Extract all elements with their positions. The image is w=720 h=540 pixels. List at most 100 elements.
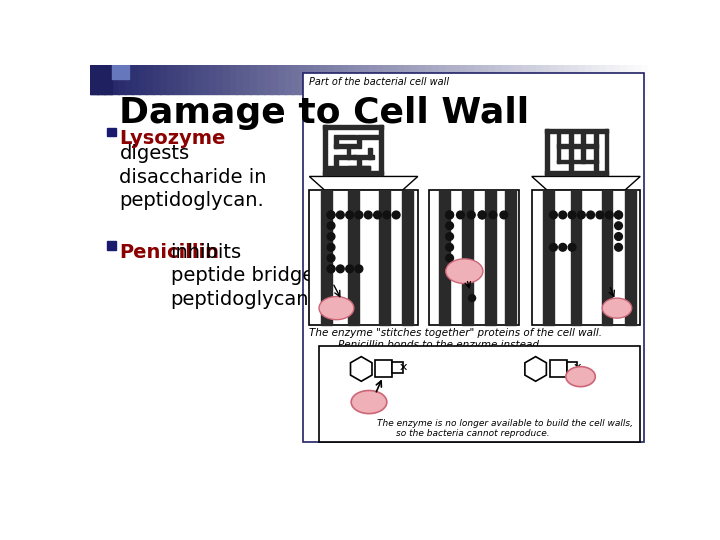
Bar <box>215 65 223 94</box>
Bar <box>125 65 132 94</box>
Bar <box>613 65 621 94</box>
Bar <box>376 65 384 94</box>
Bar <box>112 65 129 79</box>
Bar <box>487 65 495 94</box>
Bar <box>319 346 640 442</box>
Circle shape <box>327 211 335 219</box>
Bar <box>411 65 418 94</box>
Bar <box>557 65 565 94</box>
Bar <box>397 65 405 94</box>
Bar <box>326 166 370 170</box>
Bar <box>581 132 585 164</box>
Bar <box>495 65 503 94</box>
Bar <box>357 139 361 148</box>
Bar <box>104 65 112 94</box>
Bar <box>544 190 554 325</box>
Bar <box>599 65 607 94</box>
Text: Lysozyme: Lysozyme <box>120 130 226 148</box>
Bar <box>355 65 363 94</box>
Bar <box>438 190 449 325</box>
Circle shape <box>596 211 604 219</box>
Circle shape <box>577 211 585 219</box>
Circle shape <box>456 265 464 273</box>
Text: ✕: ✕ <box>573 362 582 373</box>
Bar <box>620 65 628 94</box>
Bar <box>545 129 608 132</box>
Circle shape <box>364 211 372 219</box>
Bar <box>641 65 649 94</box>
Bar <box>392 362 403 373</box>
Bar <box>174 65 181 94</box>
Circle shape <box>346 265 354 273</box>
Bar <box>634 65 642 94</box>
Bar <box>549 360 567 377</box>
Ellipse shape <box>566 367 595 387</box>
Bar <box>627 65 635 94</box>
Bar <box>107 241 116 249</box>
Circle shape <box>446 222 454 230</box>
Text: Damage to Cell Wall: Damage to Cell Wall <box>120 96 530 130</box>
Polygon shape <box>525 356 546 381</box>
Bar <box>557 144 598 148</box>
Bar <box>300 65 307 94</box>
Bar <box>532 190 640 325</box>
Bar <box>625 190 636 325</box>
Bar <box>264 65 272 94</box>
Bar <box>357 159 361 170</box>
Circle shape <box>559 244 567 251</box>
Ellipse shape <box>319 296 354 320</box>
Circle shape <box>478 211 486 219</box>
Bar <box>390 65 397 94</box>
Bar <box>446 65 454 94</box>
Bar <box>605 129 608 175</box>
Text: digests
disaccharide in
peptidoglycan.: digests disaccharide in peptidoglycan. <box>120 144 267 210</box>
Bar <box>432 65 439 94</box>
Bar <box>348 190 359 325</box>
Polygon shape <box>532 177 640 190</box>
Circle shape <box>587 211 595 219</box>
Bar <box>348 65 356 94</box>
Circle shape <box>327 265 335 273</box>
Circle shape <box>327 222 335 230</box>
Bar <box>194 65 202 94</box>
Bar <box>544 65 551 94</box>
Circle shape <box>467 211 475 219</box>
Bar <box>485 190 496 325</box>
Bar <box>90 65 98 94</box>
Circle shape <box>559 211 567 219</box>
Ellipse shape <box>351 390 387 414</box>
Circle shape <box>615 211 622 219</box>
Circle shape <box>336 211 344 219</box>
Bar <box>346 148 351 159</box>
Circle shape <box>355 265 363 273</box>
Circle shape <box>568 244 576 251</box>
Bar <box>334 144 356 148</box>
Bar <box>505 190 516 325</box>
Bar <box>569 132 573 171</box>
Bar <box>306 65 314 94</box>
Bar <box>167 65 174 94</box>
Circle shape <box>446 211 454 219</box>
Circle shape <box>549 211 557 219</box>
Bar <box>404 65 412 94</box>
Bar <box>418 65 426 94</box>
Bar <box>209 65 216 94</box>
Polygon shape <box>310 177 418 190</box>
Bar <box>462 190 473 325</box>
Bar <box>334 65 342 94</box>
Circle shape <box>568 211 576 219</box>
Bar <box>222 65 230 94</box>
Circle shape <box>615 244 622 251</box>
Ellipse shape <box>602 298 631 318</box>
Text: The enzyme is no longer available to build the cell walls,: The enzyme is no longer available to bui… <box>377 419 633 428</box>
Circle shape <box>615 211 622 219</box>
Text: Penicillin: Penicillin <box>120 242 220 262</box>
Bar <box>271 65 279 94</box>
Bar <box>601 190 612 325</box>
Bar <box>606 65 614 94</box>
Bar <box>523 65 530 94</box>
Bar <box>357 135 379 139</box>
Bar <box>502 65 509 94</box>
Circle shape <box>446 265 454 273</box>
Bar <box>139 65 147 94</box>
